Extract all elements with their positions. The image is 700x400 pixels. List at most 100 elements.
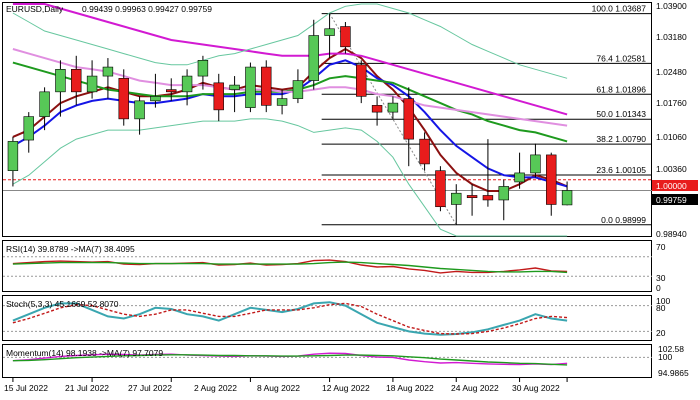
candle-body — [546, 154, 557, 205]
candle-body — [118, 78, 129, 120]
candle-body — [7, 141, 19, 171]
indicator-series-line — [12, 354, 568, 366]
candle-body — [340, 26, 351, 48]
candle-body — [482, 195, 494, 201]
candle-body — [39, 91, 50, 117]
date-tick-label: 21 Jul 2022 — [65, 383, 109, 393]
stoch-panel-frame — [2, 295, 652, 341]
main-price-layer: 100.0 1.03687 76.4 1.02581 61.8 1.01896 50.… — [3, 3, 652, 237]
fib-trend-line — [329, 13, 457, 226]
momentum-tick-label: 100 — [658, 352, 672, 362]
rsi-title: RSI(14) 39.8789 ->MA(7) 38.4095 — [6, 244, 135, 254]
date-axis: 15 Jul 2022 21 Jul 2022 27 Jul 2022 2 Au… — [4, 383, 560, 393]
date-tick-label: 15 Jul 2022 — [4, 383, 48, 393]
rsi-panel-frame — [2, 240, 652, 292]
parity-marker-bg — [652, 180, 698, 191]
price-tick-label: 1.01760 — [656, 98, 687, 108]
stoch-tick-label: 100 — [656, 296, 670, 306]
momentum-tick-label: 94.9865 — [658, 368, 689, 378]
ohlc-values: 0.99439 0.99963 0.99427 0.99759 — [82, 4, 212, 14]
candle-body — [435, 170, 446, 208]
fib-level-label: 38.2 1.00790 — [596, 134, 646, 144]
momentum-tick-label: 102.58 — [658, 344, 684, 354]
price-tick-label: 1.01060 — [656, 132, 687, 142]
date-tick-label: 30 Aug 2022 — [512, 383, 560, 393]
current-price-marker-label: 0.99759 — [656, 195, 687, 205]
date-tick-label: 27 Jul 2022 — [128, 383, 172, 393]
fib-level-label: 0.0 0.98999 — [601, 215, 646, 225]
candle-body — [561, 190, 573, 206]
candle-body — [466, 195, 478, 199]
momentum-axis: 102.58 100 94.9865 — [658, 344, 689, 378]
stoch-axis: 100 80 20 — [656, 296, 670, 338]
moving-average-line — [12, 61, 568, 143]
candle-body — [356, 64, 367, 97]
rsi-tick-label: 70 — [656, 242, 666, 252]
date-tick-label: 2 Aug 2022 — [194, 383, 237, 393]
candle-body — [387, 102, 399, 113]
current-price-marker-bg — [652, 194, 698, 205]
candle-body — [102, 66, 114, 77]
moving-average-line — [12, 3, 568, 116]
date-tick-label: 18 Aug 2022 — [386, 383, 434, 393]
candle-body — [514, 172, 525, 183]
candle-body — [245, 66, 256, 108]
stoch-title: Stoch(5,3,3) 45.1669 52.8070 — [6, 299, 119, 309]
fib-level-label: 61.8 1.01896 — [596, 84, 646, 94]
date-tick-label: 12 Aug 2022 — [322, 383, 370, 393]
candle-body — [213, 82, 224, 111]
price-tick-label: 1.02480 — [656, 67, 687, 77]
price-axis: 1.03900 1.03180 1.02480 1.01760 1.01060 … — [656, 1, 687, 239]
candle-body — [403, 98, 414, 140]
fib-level-label: 50.0 1.01343 — [596, 109, 646, 119]
candle-body — [451, 192, 462, 205]
price-tick-label: 1.03900 — [656, 1, 687, 11]
candle-body — [55, 69, 66, 93]
rsi-tick-label: 30 — [656, 273, 666, 283]
moving-average-line — [12, 3, 568, 79]
candle-body — [181, 75, 193, 93]
indicator-series-line — [12, 261, 568, 274]
candle-body — [530, 154, 541, 174]
indicator-series-line — [12, 302, 568, 335]
symbol-label: EURUSD,Daily — [6, 4, 64, 14]
current-price-marker: 0.99759 — [652, 194, 698, 205]
parity-marker-label: 1.00000 — [656, 181, 687, 191]
candle-body — [150, 96, 161, 102]
stoch-tick-label: 80 — [656, 303, 666, 313]
fib-level-label: 23.6 1.00105 — [596, 165, 646, 175]
candle-body — [261, 66, 272, 106]
candle-body — [229, 84, 240, 90]
candle-body — [292, 80, 304, 99]
candle-body — [71, 69, 82, 93]
date-tick-label: 8 Aug 2022 — [257, 383, 300, 393]
momentum-panel-frame — [2, 344, 652, 378]
price-tick-label: 1.00360 — [656, 164, 687, 174]
candle-body — [308, 35, 319, 81]
price-tick-label: 1.03180 — [656, 32, 687, 42]
rsi-axis: 70 30 0 — [656, 242, 666, 293]
candle-body — [371, 105, 383, 113]
candle-body — [498, 186, 509, 201]
candle-body — [166, 89, 177, 93]
date-tick-label: 24 Aug 2022 — [451, 383, 499, 393]
fib-level-label: 76.4 1.02581 — [596, 53, 646, 63]
rsi-tick-label: 0 — [656, 283, 661, 293]
candle-body — [134, 100, 145, 120]
indicator-series-line — [12, 301, 568, 336]
candle-body — [197, 60, 209, 77]
candle-body — [324, 28, 335, 36]
candle-body — [23, 116, 34, 141]
parity-marker: 1.00000 — [652, 180, 698, 191]
indicator-subpanels — [3, 256, 652, 382]
stoch-tick-label: 20 — [656, 328, 666, 338]
candle-body — [276, 98, 288, 106]
candle-body — [86, 75, 98, 93]
candle-body — [419, 138, 430, 165]
price-tick-label: 0.98940 — [656, 229, 687, 239]
moving-average-line — [12, 118, 568, 237]
fib-level-label: 100.0 1.03687 — [592, 4, 647, 14]
